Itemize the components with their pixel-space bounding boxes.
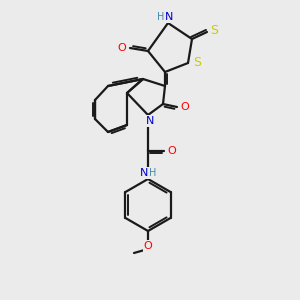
Text: S: S — [210, 23, 218, 37]
Text: O: O — [144, 241, 152, 251]
Text: H: H — [157, 12, 165, 22]
Text: O: O — [118, 43, 126, 53]
Text: H: H — [149, 168, 157, 178]
Text: N: N — [165, 12, 173, 22]
Text: S: S — [193, 56, 201, 70]
Text: N: N — [146, 116, 154, 126]
Text: N: N — [140, 168, 148, 178]
Text: O: O — [168, 146, 176, 156]
Text: O: O — [181, 102, 189, 112]
